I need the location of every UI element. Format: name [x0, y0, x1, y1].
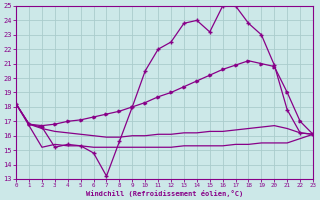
X-axis label: Windchill (Refroidissement éolien,°C): Windchill (Refroidissement éolien,°C) — [86, 190, 243, 197]
